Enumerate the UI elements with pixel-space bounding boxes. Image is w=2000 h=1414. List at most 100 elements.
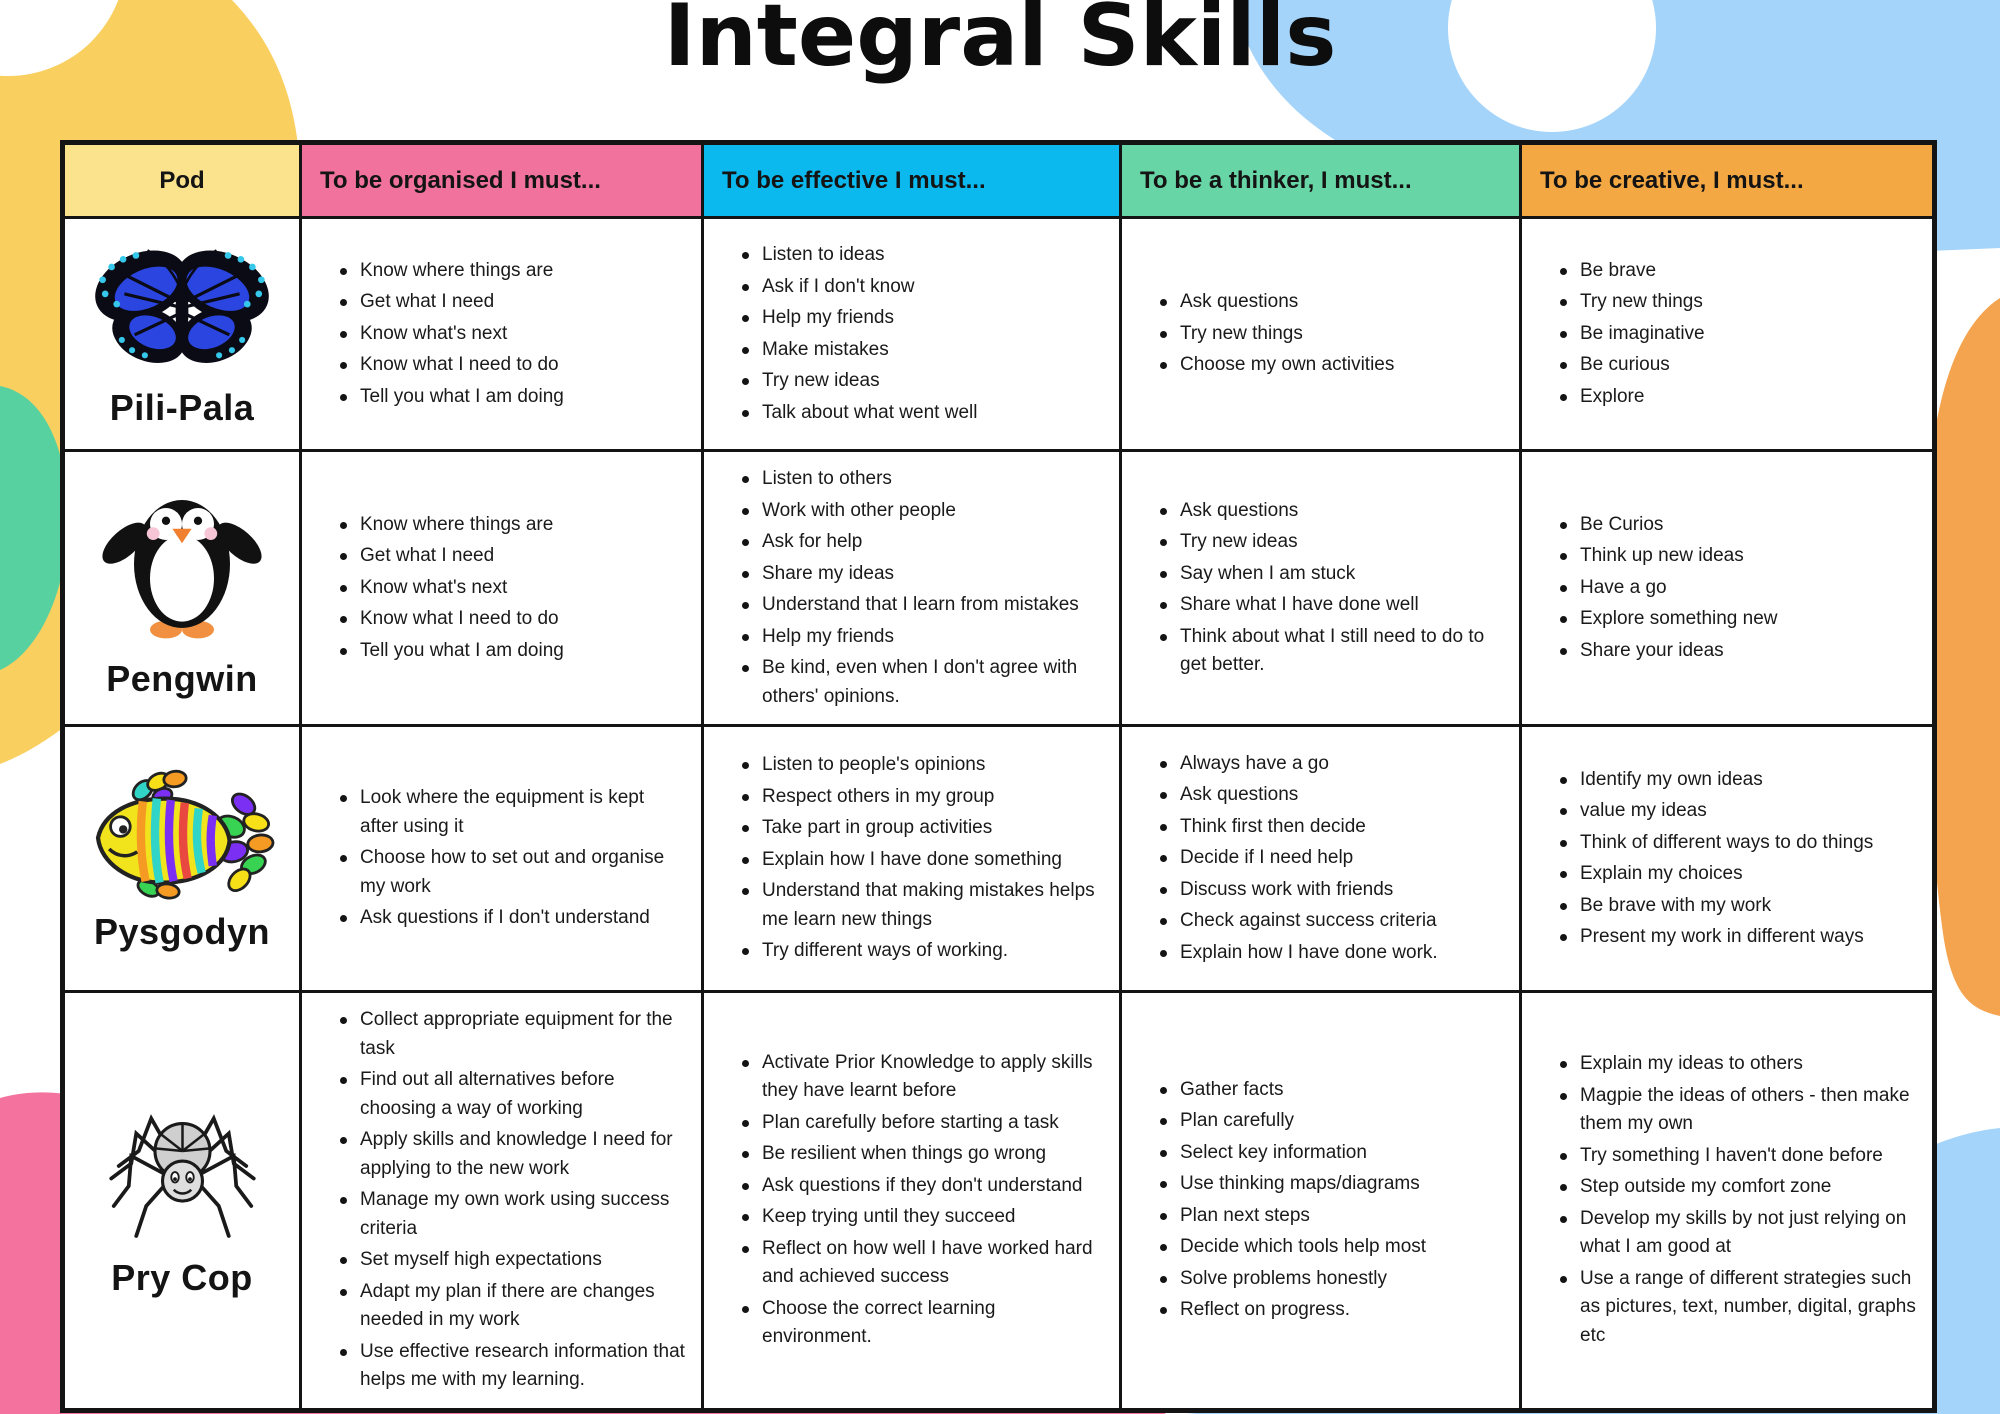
- skills-cell-thinker: Always have a go Ask questions Think first…: [1119, 724, 1522, 993]
- pod-name: Pengwin: [106, 658, 258, 699]
- column-header-creative: To be creative, I must...: [1519, 141, 1936, 219]
- skill-item: Use thinking maps/diagrams: [1158, 1170, 1505, 1199]
- pod-cell: Pili-Pala: [61, 216, 302, 452]
- skills-list: Identify my own ideas value my ideas Think…: [1538, 766, 1918, 952]
- skills-cell-thinker: Ask questions Try new things Choose my own…: [1119, 216, 1522, 452]
- skills-list: Explain my ideas to others Magpie the ide…: [1538, 1050, 1918, 1350]
- skill-item: Try different ways of working.: [740, 937, 1105, 966]
- penguin-icon: [102, 500, 262, 639]
- skill-item: Choose my own activities: [1158, 351, 1505, 380]
- skills-list: Look where the equipment is kept after u…: [318, 784, 687, 933]
- skill-item: Share your ideas: [1558, 637, 1918, 666]
- skill-item: Help my friends: [740, 304, 1105, 333]
- skill-item: Listen to people's opinions: [740, 751, 1105, 780]
- skill-item: Apply skills and knowledge I need for ap…: [338, 1126, 687, 1183]
- skill-item: Adapt my plan if there are changes neede…: [338, 1278, 687, 1335]
- header-row: Pod To be organised I must... To be effect…: [61, 141, 1936, 219]
- skills-cell-organised: Look where the equipment is kept after u…: [299, 724, 704, 993]
- skill-item: Collect appropriate equipment for the ta…: [338, 1006, 687, 1063]
- skill-item: Be imaginative: [1558, 320, 1918, 349]
- skill-item: Solve problems honestly: [1158, 1265, 1505, 1294]
- skill-item: Know what's next: [338, 320, 687, 349]
- skill-item: Take part in group activities: [740, 814, 1105, 843]
- skill-item: Think first then decide: [1158, 813, 1505, 842]
- skill-item: Be Curios: [1558, 511, 1918, 540]
- skill-item: Share my ideas: [740, 560, 1105, 589]
- skill-item: Think of different ways to do things: [1558, 829, 1918, 858]
- green-blob: [0, 386, 69, 670]
- table-body: Pili-Pala Know where things are Get what I…: [61, 216, 1936, 1412]
- skill-item: Discuss work with friends: [1158, 876, 1505, 905]
- skill-item: Decide which tools help most: [1158, 1233, 1505, 1262]
- skill-item: Choose how to set out and organise my wo…: [338, 844, 687, 901]
- pod-cell: Pysgodyn: [61, 724, 302, 993]
- column-header-organised: To be organised I must...: [299, 141, 704, 219]
- skill-item: Have a go: [1558, 574, 1918, 603]
- skill-item: Choose the correct learning environment.: [740, 1295, 1105, 1352]
- skill-item: Reflect on progress.: [1158, 1296, 1505, 1325]
- skill-item: Use effective research information that …: [338, 1338, 687, 1395]
- skills-list: Be brave Try new things Be imaginative Be c…: [1538, 257, 1918, 412]
- skill-item: Try new ideas: [1158, 528, 1505, 557]
- skill-item: Get what I need: [338, 288, 687, 317]
- skill-item: Use a range of different strategies such…: [1558, 1265, 1918, 1351]
- skills-list: Listen to people's opinions Respect other…: [720, 751, 1105, 966]
- pod-name: Pili-Pala: [109, 386, 255, 428]
- skills-cell-effective: Listen to people's opinions Respect other…: [701, 724, 1122, 993]
- skill-item: Respect others in my group: [740, 783, 1105, 812]
- skill-item: Gather facts: [1158, 1076, 1505, 1105]
- skill-item: Know where things are: [338, 511, 687, 540]
- skills-list: Gather facts Plan carefully Select key inf…: [1138, 1076, 1505, 1325]
- skill-item: Say when I am stuck: [1158, 560, 1505, 589]
- skill-item: Ask questions if they don't understand: [740, 1172, 1105, 1201]
- skill-item: Know what I need to do: [338, 351, 687, 380]
- column-header-effective: To be effective I must...: [701, 141, 1122, 219]
- white-notch-top-right: [1448, 0, 1656, 132]
- skill-item: Develop my skills by not just relying on…: [1558, 1205, 1918, 1262]
- skills-cell-thinker: Gather facts Plan carefully Select key inf…: [1119, 990, 1522, 1412]
- skill-item: Be kind, even when I don't agree with ot…: [740, 654, 1105, 711]
- skill-item: Identify my own ideas: [1558, 766, 1918, 795]
- skill-item: Try new things: [1558, 288, 1918, 317]
- pod-row-pengwin: Pengwin Know where things are Get what I n…: [61, 449, 1936, 727]
- skills-cell-thinker: Ask questions Try new ideas Say when I am …: [1119, 449, 1522, 727]
- pod-name: Pry Cop: [111, 1257, 253, 1299]
- skill-item: Talk about what went well: [740, 399, 1105, 428]
- skill-item: Tell you what I am doing: [338, 383, 687, 412]
- skills-list: Listen to others Work with other people As…: [720, 465, 1105, 711]
- skill-item: Magpie the ideas of others - then make t…: [1558, 1082, 1918, 1139]
- skill-item: Plan carefully: [1158, 1107, 1505, 1136]
- skill-item: Manage my own work using success criteri…: [338, 1186, 687, 1243]
- skill-item: Explain how I have done work.: [1158, 939, 1505, 968]
- orange-blob: [1925, 298, 2000, 1016]
- skill-item: Explain my ideas to others: [1558, 1050, 1918, 1079]
- skills-cell-creative: Identify my own ideas value my ideas Think…: [1519, 724, 1936, 993]
- skill-item: Select key information: [1158, 1139, 1505, 1168]
- fish-icon: [95, 769, 275, 900]
- skill-item: Reflect on how well I have worked hard a…: [740, 1235, 1105, 1292]
- skill-item: Present my work in different ways: [1558, 923, 1918, 952]
- skill-item: Check against success criteria: [1158, 907, 1505, 936]
- skill-item: Look where the equipment is kept after u…: [338, 784, 687, 841]
- skill-item: Help my friends: [740, 623, 1105, 652]
- skill-item: Explore something new: [1558, 605, 1918, 634]
- skill-item: Make mistakes: [740, 336, 1105, 365]
- skill-item: Know what's next: [338, 574, 687, 603]
- skills-list: Know where things are Get what I need Know…: [318, 257, 687, 412]
- skills-cell-effective: Listen to others Work with other people As…: [701, 449, 1122, 727]
- skill-item: Think up new ideas: [1558, 542, 1918, 571]
- butterfly-icon: [95, 248, 269, 363]
- skills-cell-organised: Know where things are Get what I need Know…: [299, 216, 704, 452]
- skill-item: Know where things are: [338, 257, 687, 286]
- skill-item: Ask questions if I don't understand: [338, 904, 687, 933]
- skill-item: Explain my choices: [1558, 860, 1918, 889]
- skill-item: Understand that I learn from mistakes: [740, 591, 1105, 620]
- skills-list: Listen to ideas Ask if I don't know Help m…: [720, 241, 1105, 427]
- pod-row-pry-cop: Pry Cop Collect appropriate equipment for…: [61, 990, 1936, 1412]
- skill-item: Be curious: [1558, 351, 1918, 380]
- skills-table: Pod To be organised I must... To be effect…: [60, 140, 1937, 1413]
- table-header: Pod To be organised I must... To be effect…: [61, 141, 1936, 219]
- skill-item: Activate Prior Knowledge to apply skills…: [740, 1049, 1105, 1106]
- skill-item: Think about what I still need to do to g…: [1158, 623, 1505, 680]
